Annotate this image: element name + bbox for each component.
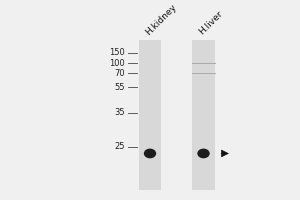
Text: H.liver: H.liver bbox=[197, 10, 224, 37]
Text: H.kidney: H.kidney bbox=[144, 2, 178, 37]
Bar bbox=[192, 40, 214, 190]
Ellipse shape bbox=[144, 149, 156, 158]
Ellipse shape bbox=[197, 149, 210, 158]
Text: 70: 70 bbox=[114, 69, 125, 78]
Text: 100: 100 bbox=[109, 59, 125, 68]
Text: 25: 25 bbox=[114, 142, 125, 151]
Bar bbox=[139, 40, 161, 190]
Text: 55: 55 bbox=[114, 83, 125, 92]
Text: 150: 150 bbox=[109, 48, 125, 57]
Text: 35: 35 bbox=[114, 108, 125, 117]
